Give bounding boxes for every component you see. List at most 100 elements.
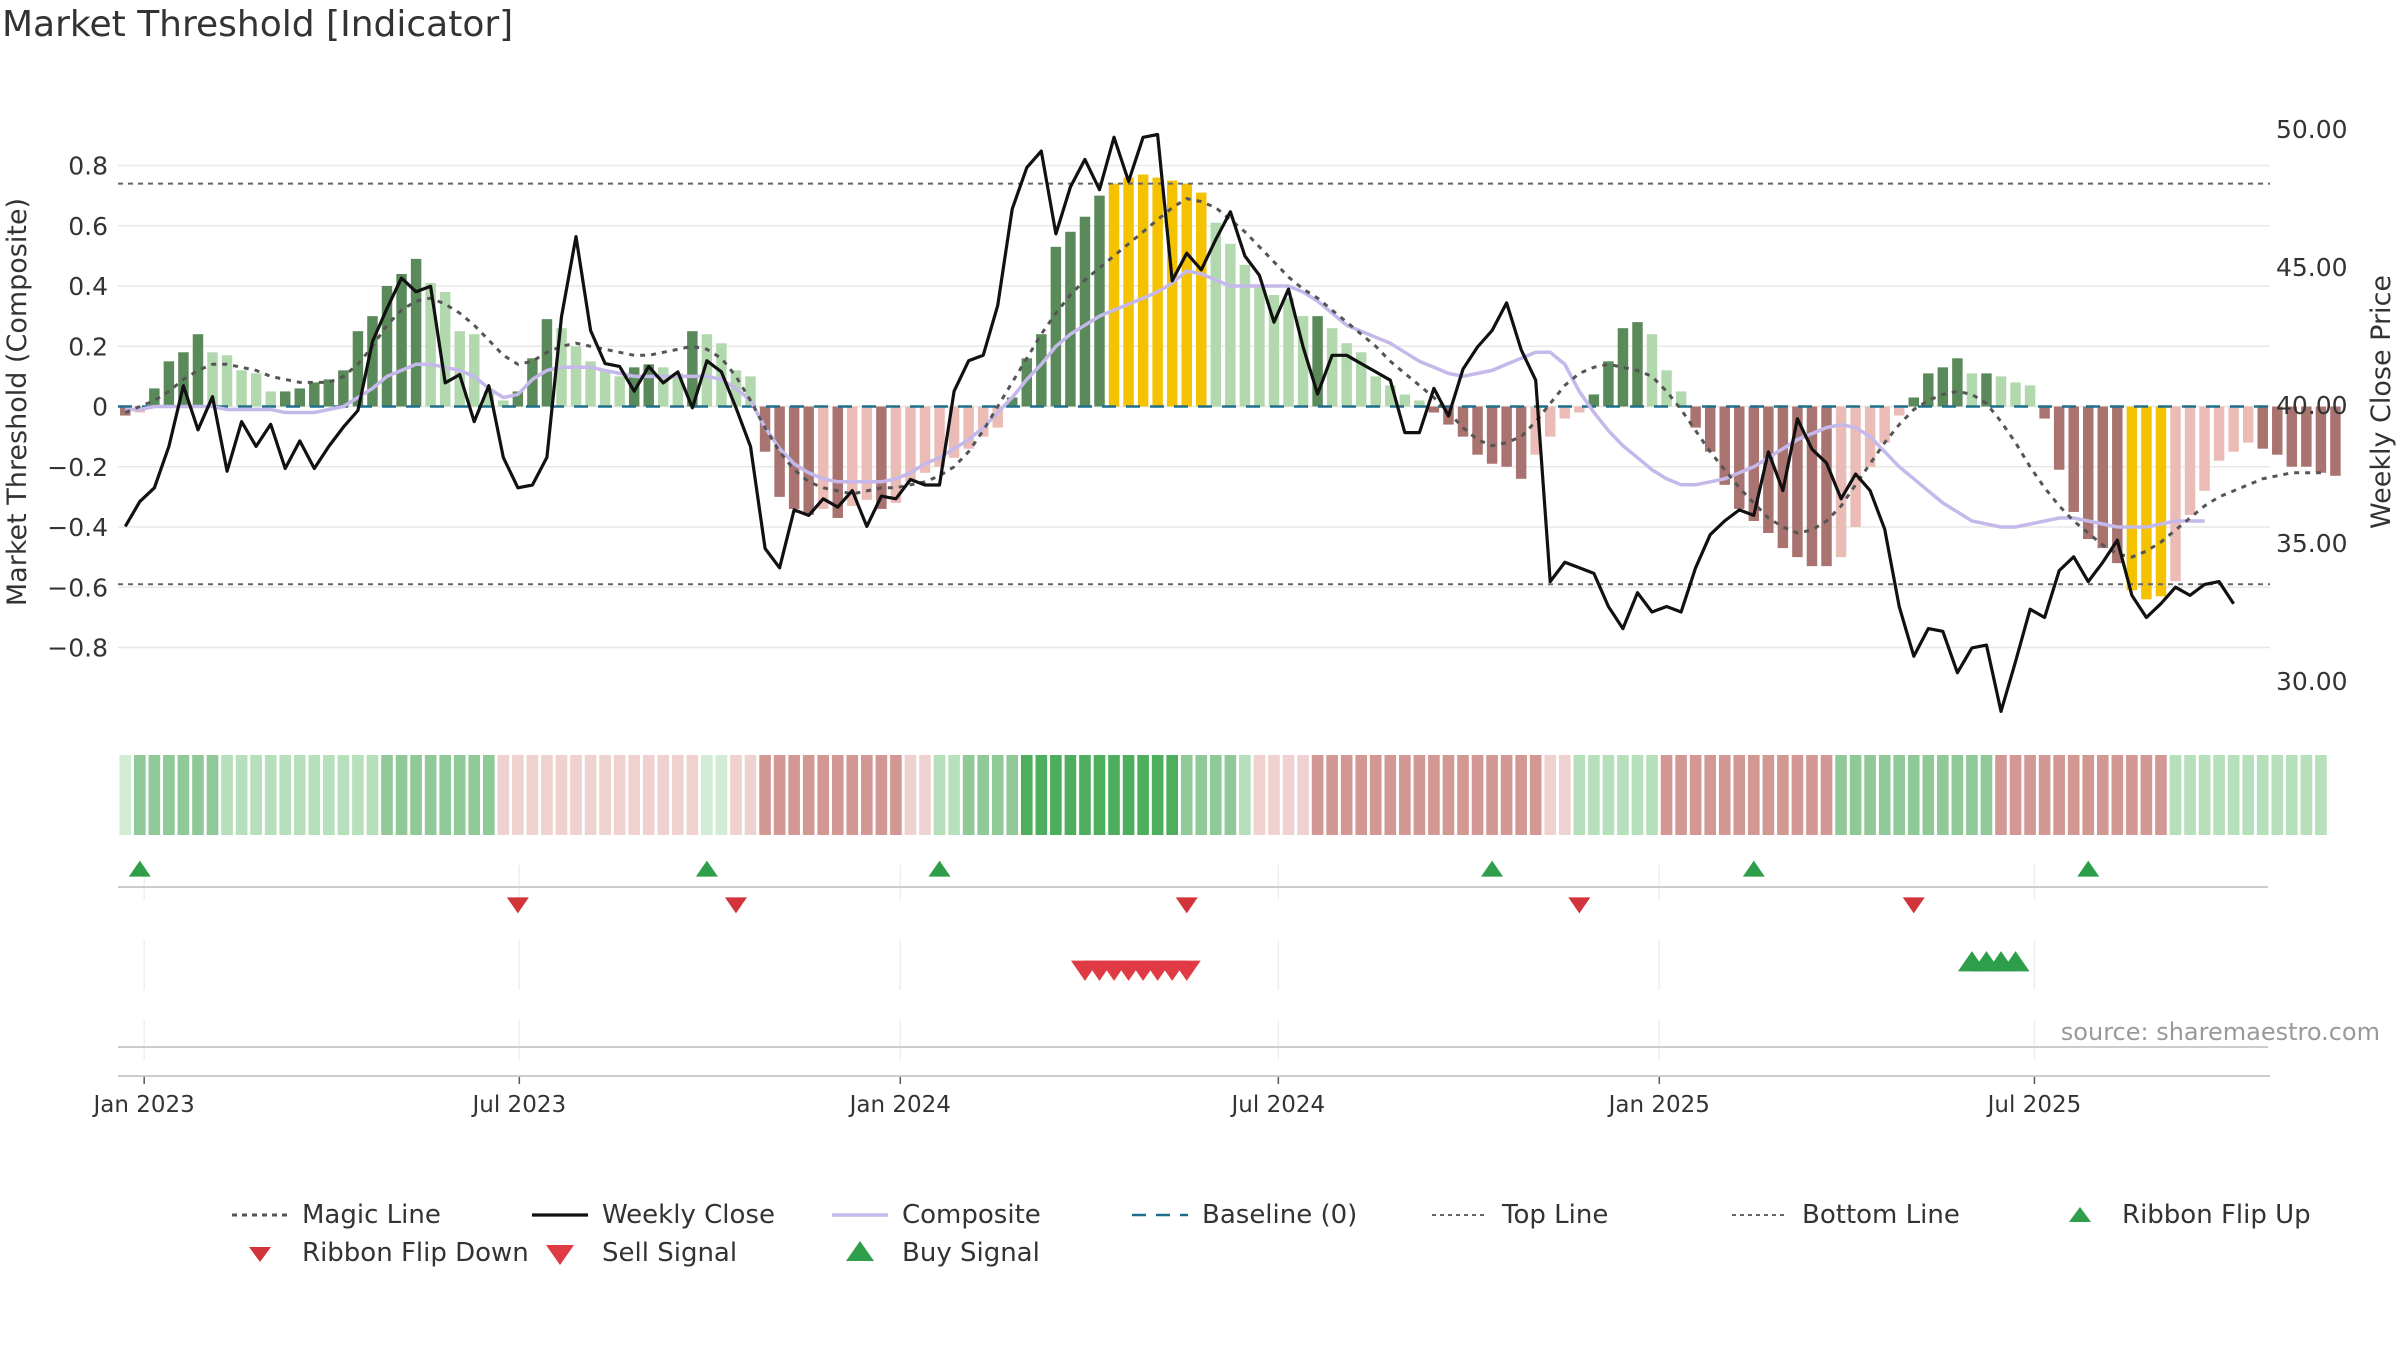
composite-bar — [1603, 361, 1614, 407]
ribbon-segment — [1588, 755, 1600, 835]
legend-item: Bottom Line — [1730, 1200, 1960, 1230]
ribbon-segment — [2242, 755, 2255, 835]
composite-bar — [1559, 406, 1571, 419]
ribbon-segment — [919, 755, 931, 835]
ribbon-segment — [846, 755, 859, 835]
composite-bar — [1007, 397, 1018, 407]
ribbon-segment — [1893, 755, 1906, 835]
composite-bar — [2010, 382, 2021, 407]
y2-tick-label: 45.00 — [2276, 253, 2348, 282]
ribbon-segment — [1558, 755, 1571, 835]
composite-bar — [977, 406, 989, 437]
legend-label: Bottom Line — [1802, 1200, 1960, 1230]
composite-bar — [1893, 406, 1905, 416]
composite-bar — [1981, 373, 1992, 407]
legend-label: Sell Signal — [602, 1238, 738, 1268]
chart-title: Market Threshold [Indicator] — [2, 4, 514, 45]
ribbon-segment — [337, 755, 350, 835]
ribbon-segment — [1282, 755, 1295, 835]
ribbon-segment — [1166, 755, 1179, 835]
ribbon-segment — [817, 755, 830, 835]
ribbon-segment — [759, 755, 771, 835]
composite-bar — [512, 391, 524, 407]
ribbon-segment — [424, 755, 437, 835]
composite-bar — [309, 382, 320, 407]
sell-signal-marker — [1172, 960, 1201, 981]
composite-bar — [1123, 177, 1134, 407]
composite-bar — [1385, 385, 1396, 407]
composite-bar — [1108, 183, 1120, 407]
ribbon-segment — [1239, 755, 1251, 835]
ribbon-segment — [2256, 755, 2269, 835]
ribbon-segment — [1864, 755, 1876, 835]
ribbon-segment — [1195, 755, 1208, 835]
composite-bar — [905, 406, 916, 482]
ribbon-segment — [2126, 755, 2138, 835]
composite-bar — [1530, 406, 1541, 455]
ribbon-flip-up-marker — [1742, 860, 1765, 877]
ribbon-segment — [192, 755, 204, 835]
composite-bar — [2039, 406, 2050, 419]
ribbon-segment — [1646, 755, 1658, 835]
composite-bar — [701, 334, 713, 407]
composite-bar — [1879, 406, 1890, 443]
composite-bar — [1748, 406, 1760, 521]
composite-bar — [1501, 406, 1512, 467]
ribbon-segment — [206, 755, 219, 835]
composite-bar — [1850, 406, 1861, 527]
composite-bar — [2199, 406, 2210, 491]
composite-bar — [1937, 367, 1949, 407]
ribbon-segment — [788, 755, 800, 835]
ribbon-segment — [482, 755, 495, 835]
legend-label: Composite — [902, 1200, 1041, 1230]
y-tick-label: 0.2 — [68, 332, 108, 361]
composite-bar — [207, 352, 218, 407]
ribbon-segment — [657, 755, 670, 835]
ribbon-segment — [1907, 755, 1920, 835]
composite-bar — [541, 319, 553, 407]
composite-bar — [439, 292, 451, 407]
ribbon-segment — [279, 755, 292, 835]
ribbon-segment — [1020, 755, 1033, 835]
ribbon-flip-down-marker — [506, 897, 529, 914]
composite-bar — [2170, 406, 2181, 582]
y-tick-label: 0.8 — [68, 152, 108, 181]
ribbon-segment — [1064, 755, 1077, 835]
chart-svg: 0.8 0.6 0.4 0.2 0 −0.2 −0.4 −0.6 −0.8 50.00 45.00 4… — [2, 115, 2397, 1118]
ribbon-segment — [1486, 755, 1498, 835]
ribbon-segment — [599, 755, 611, 835]
ribbon-segment — [2067, 755, 2080, 835]
ribbon-flip-up-marker — [128, 860, 151, 877]
composite-bar — [1806, 406, 1818, 567]
composite-bar — [338, 370, 349, 407]
ribbon-segment — [1980, 755, 1993, 835]
composite-bar — [1268, 295, 1280, 407]
ribbon-segment — [991, 755, 1004, 835]
composite-bar — [1908, 397, 1919, 407]
composite-bar — [1021, 358, 1033, 407]
composite-bar — [1254, 286, 1265, 407]
composite-bar — [890, 406, 902, 503]
ribbon-flip-down-marker — [724, 897, 747, 914]
composite-bar — [1355, 352, 1367, 407]
composite-bar — [1588, 394, 1600, 407]
ribbon-segment — [2213, 755, 2225, 835]
composite-bar — [1341, 343, 1352, 407]
composite-bar — [469, 334, 480, 407]
composite-bar — [425, 282, 436, 407]
composite-bar — [2257, 406, 2268, 449]
composite-bar — [687, 331, 698, 407]
ribbon-segment — [1631, 755, 1644, 835]
ribbon-segment — [642, 755, 655, 835]
composite-bar — [1312, 316, 1323, 407]
ribbon-segment — [1660, 755, 1673, 835]
composite-bar — [992, 406, 1003, 428]
composite-bar — [570, 346, 582, 407]
legend-label: Buy Signal — [902, 1238, 1040, 1268]
composite-bar — [919, 406, 931, 473]
ribbon-strip — [119, 755, 2327, 835]
composite-bars — [120, 174, 2341, 600]
composite-bar — [1486, 406, 1498, 464]
ribbon-segment — [2227, 755, 2240, 835]
legend-symbol — [1130, 1200, 1190, 1230]
